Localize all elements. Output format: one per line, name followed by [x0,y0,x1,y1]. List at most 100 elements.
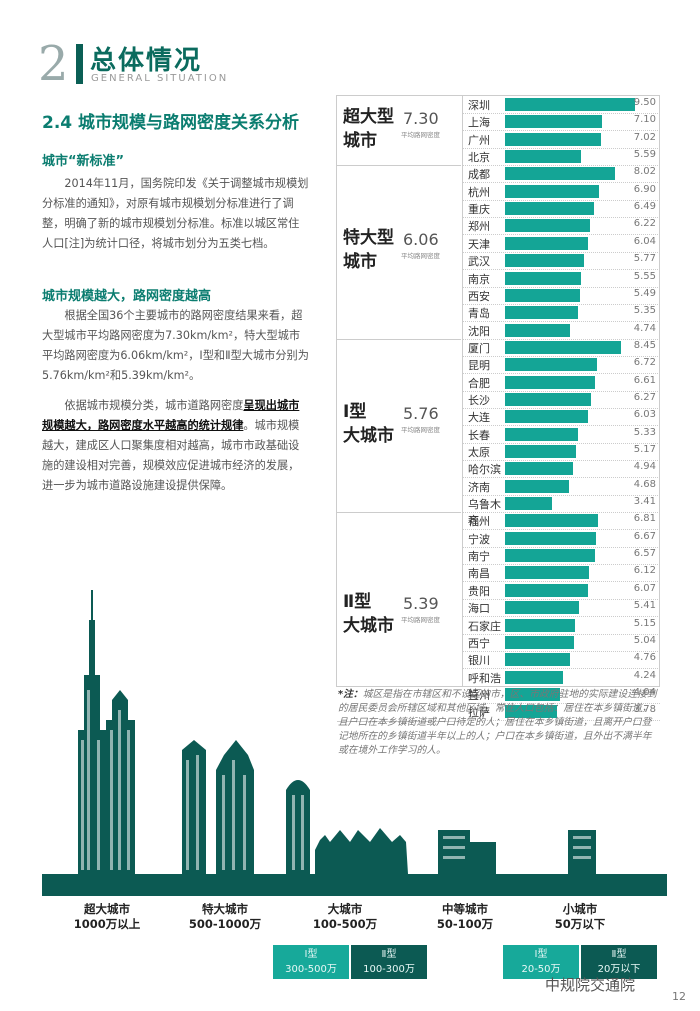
density-value: 4.94 [633,461,656,473]
city-name: 上海 [468,116,490,130]
category-name: 小城市 [562,902,598,916]
city-name: 大连 [468,411,490,425]
density-bar [505,653,571,667]
city-row: 厦门 8.45 [463,339,660,357]
group-average-value: 6.06 [403,230,439,250]
city-row: 郑州 6.22 [463,217,660,236]
density-value: 6.49 [633,201,656,213]
category-range: 50万以下 [554,917,606,931]
category-megacity: 超大城市 1000万以上 [52,902,162,932]
city-row: 天津 6.04 [463,235,660,253]
city-name: 青岛 [468,307,490,321]
density-bar [505,254,584,268]
density-bar [505,236,588,250]
city-row: 青岛 5.35 [463,304,660,323]
density-bar [505,410,588,424]
density-bar [505,340,621,354]
pill-range: 20-50万 [521,964,561,975]
subsection-heading: 2.4 城市规模与路网密度关系分析 [42,113,300,133]
density-bar [505,150,582,164]
pill-type: Ⅰ型 [534,949,548,960]
density-bar [505,219,591,233]
density-bar [505,462,573,476]
group-name-line1: Ⅱ型 [343,592,372,613]
density-value: 5.04 [633,634,656,646]
scale-law-highlight: 呈现出城市规模越大，路网密度水平越高的统计规律 [42,399,300,432]
density-value: 5.35 [633,305,656,317]
city-row: 西安 5.49 [463,287,660,305]
city-name: 昆明 [468,359,490,373]
city-name: 杭州 [468,185,490,199]
pill-small-type2: Ⅱ型 20万以下 [581,945,657,979]
city-row: 西宁 5.04 [463,634,660,652]
group-average-value: 5.76 [403,403,439,423]
pill-small-type1: Ⅰ型 20-50万 [503,945,579,979]
city-name: 广州 [468,133,490,147]
density-bar [505,514,599,528]
density-bar [505,705,557,719]
group-name-line2: 大城市 [343,616,394,637]
density-bar [505,583,589,597]
group-name-line1: 特大型 [343,228,394,249]
density-value: 6.72 [633,357,656,369]
city-row: 银川 4.76 [463,651,660,670]
footnote-text: 城区是指在市辖区和不设区的市，区、市政府驻地的实际建设连接到的居民委员会所辖区域… [338,689,657,756]
city-row: 北京 5.59 [463,148,660,167]
density-bar [505,635,574,649]
density-value: 6.67 [633,530,656,542]
density-value: 4.74 [633,322,656,334]
density-value: 9.50 [633,97,656,108]
city-name: 南京 [468,272,490,286]
category-large-city: 大城市 100-500万 [290,902,400,932]
city-name: 乌鲁木齐 [468,498,501,528]
city-name: 长春 [468,428,490,442]
paragraph-density-results: 根据全国36个主要城市的路网密度结果来看，超大型城市平均路网密度为7.30km/… [42,309,309,382]
city-name: 重庆 [468,203,490,217]
city-name: 西宁 [468,636,490,650]
pill-large-type2: Ⅱ型 100-300万 [351,945,427,979]
group-name: 特大型 城市 [343,226,394,274]
pill-large-type1: Ⅰ型 300-500万 [273,945,349,979]
city-row: 拉萨 3.78 [463,703,660,722]
group-name: Ⅰ型 大城市 [343,400,394,448]
density-value: 5.41 [633,600,656,612]
group-name-line2: 城市 [343,130,377,151]
city-name: 石家庄 [468,619,501,633]
density-bar [505,271,581,285]
density-value: 6.57 [633,548,656,560]
group-average-label: 平均路网密度 [401,425,440,434]
city-row: 广州 7.02 [463,131,660,149]
group-average-value: 7.30 [403,108,439,128]
city-row: 上海 7.10 [463,113,660,132]
city-name: 北京 [468,151,490,165]
density-bar [505,358,597,372]
density-value: 5.49 [633,287,656,299]
city-row: 海口 5.41 [463,599,660,618]
office-medium-city-2 [470,842,496,874]
scale-law-intro: 依据城市规模分类，城市道路网密度 [64,399,244,412]
city-row: 贵阳 6.07 [463,582,660,600]
group-name-line2: 城市 [343,252,377,273]
density-bar [505,549,595,563]
density-value: 5.55 [633,270,656,282]
office-small-city [568,830,596,874]
density-bar [505,497,552,511]
city-name: 沈阳 [468,324,490,338]
city-name: 合肥 [468,376,490,390]
city-group: 特大型 城市 6.06 平均路网密度 [337,165,461,340]
density-value: 3.78 [633,704,656,716]
pill-type: Ⅰ型 [304,949,318,960]
city-row: 深圳 9.50 [463,96,660,114]
group-average-value: 5.39 [403,594,439,614]
section-title: 总体情况 [90,46,203,76]
city-row: 杭州 6.90 [463,183,660,201]
pill-range: 300-500万 [285,964,337,975]
city-row: 昆明 6.72 [463,356,660,375]
city-row: 兰州 4.04 [463,686,660,704]
topic-heading-scale-density: 城市规模越大，路网密度越高 [42,289,212,304]
density-value: 4.04 [633,686,656,698]
density-value: 6.90 [633,183,656,195]
city-name: 宁波 [468,532,490,546]
footnote: *注：城区是指在市辖区和不设区的市，区、市政府驻地的实际建设连接到的居民委员会所… [338,688,660,758]
ground-strip [42,874,667,896]
